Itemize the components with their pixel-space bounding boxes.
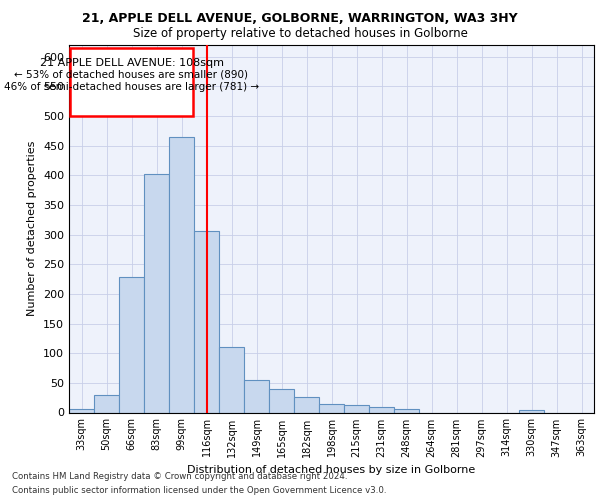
Text: 46% of semi-detached houses are larger (781) →: 46% of semi-detached houses are larger (… — [4, 82, 259, 92]
X-axis label: Distribution of detached houses by size in Golborne: Distribution of detached houses by size … — [187, 465, 476, 475]
Text: 21, APPLE DELL AVENUE, GOLBORNE, WARRINGTON, WA3 3HY: 21, APPLE DELL AVENUE, GOLBORNE, WARRING… — [82, 12, 518, 26]
FancyBboxPatch shape — [70, 48, 193, 116]
Bar — [119, 278, 144, 412]
Bar — [94, 394, 119, 412]
Bar — [519, 410, 544, 412]
Bar — [244, 380, 269, 412]
Text: Contains HM Land Registry data © Crown copyright and database right 2024.: Contains HM Land Registry data © Crown c… — [12, 472, 347, 481]
Text: Contains public sector information licensed under the Open Government Licence v3: Contains public sector information licen… — [12, 486, 386, 495]
Bar — [369, 406, 394, 412]
Bar — [344, 406, 369, 412]
Bar — [169, 137, 194, 412]
Y-axis label: Number of detached properties: Number of detached properties — [28, 141, 37, 316]
Bar — [319, 404, 344, 412]
Bar — [69, 409, 94, 412]
Bar — [394, 409, 419, 412]
Text: 21 APPLE DELL AVENUE: 108sqm: 21 APPLE DELL AVENUE: 108sqm — [40, 58, 223, 68]
Bar — [144, 174, 169, 412]
Text: Size of property relative to detached houses in Golborne: Size of property relative to detached ho… — [133, 28, 467, 40]
Text: ← 53% of detached houses are smaller (890): ← 53% of detached houses are smaller (89… — [14, 70, 248, 80]
Bar — [219, 348, 244, 412]
Bar — [194, 230, 219, 412]
Bar — [269, 389, 294, 412]
Bar — [294, 397, 319, 412]
